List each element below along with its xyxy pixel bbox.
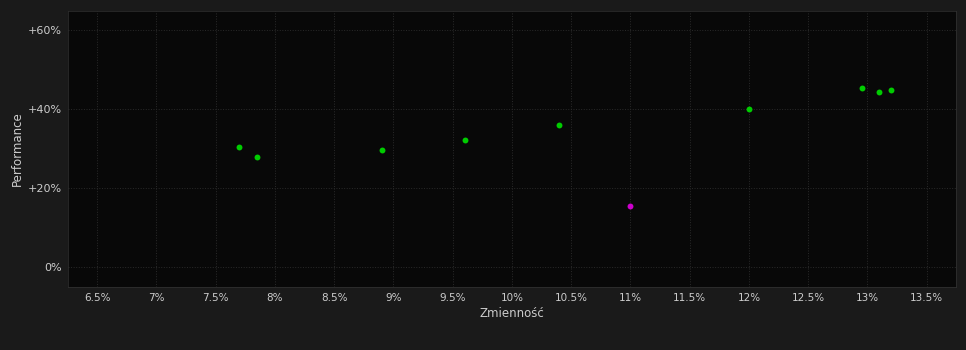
Point [871,90,887,95]
Point [854,85,869,90]
Y-axis label: Performance: Performance [11,111,24,186]
Point [374,147,389,152]
Point [249,154,265,160]
Point [623,203,639,209]
Point [552,122,567,128]
Point [232,144,247,149]
Point [884,87,899,92]
X-axis label: Zmienność: Zmienność [479,307,545,320]
Point [457,137,472,143]
Point [741,106,756,112]
